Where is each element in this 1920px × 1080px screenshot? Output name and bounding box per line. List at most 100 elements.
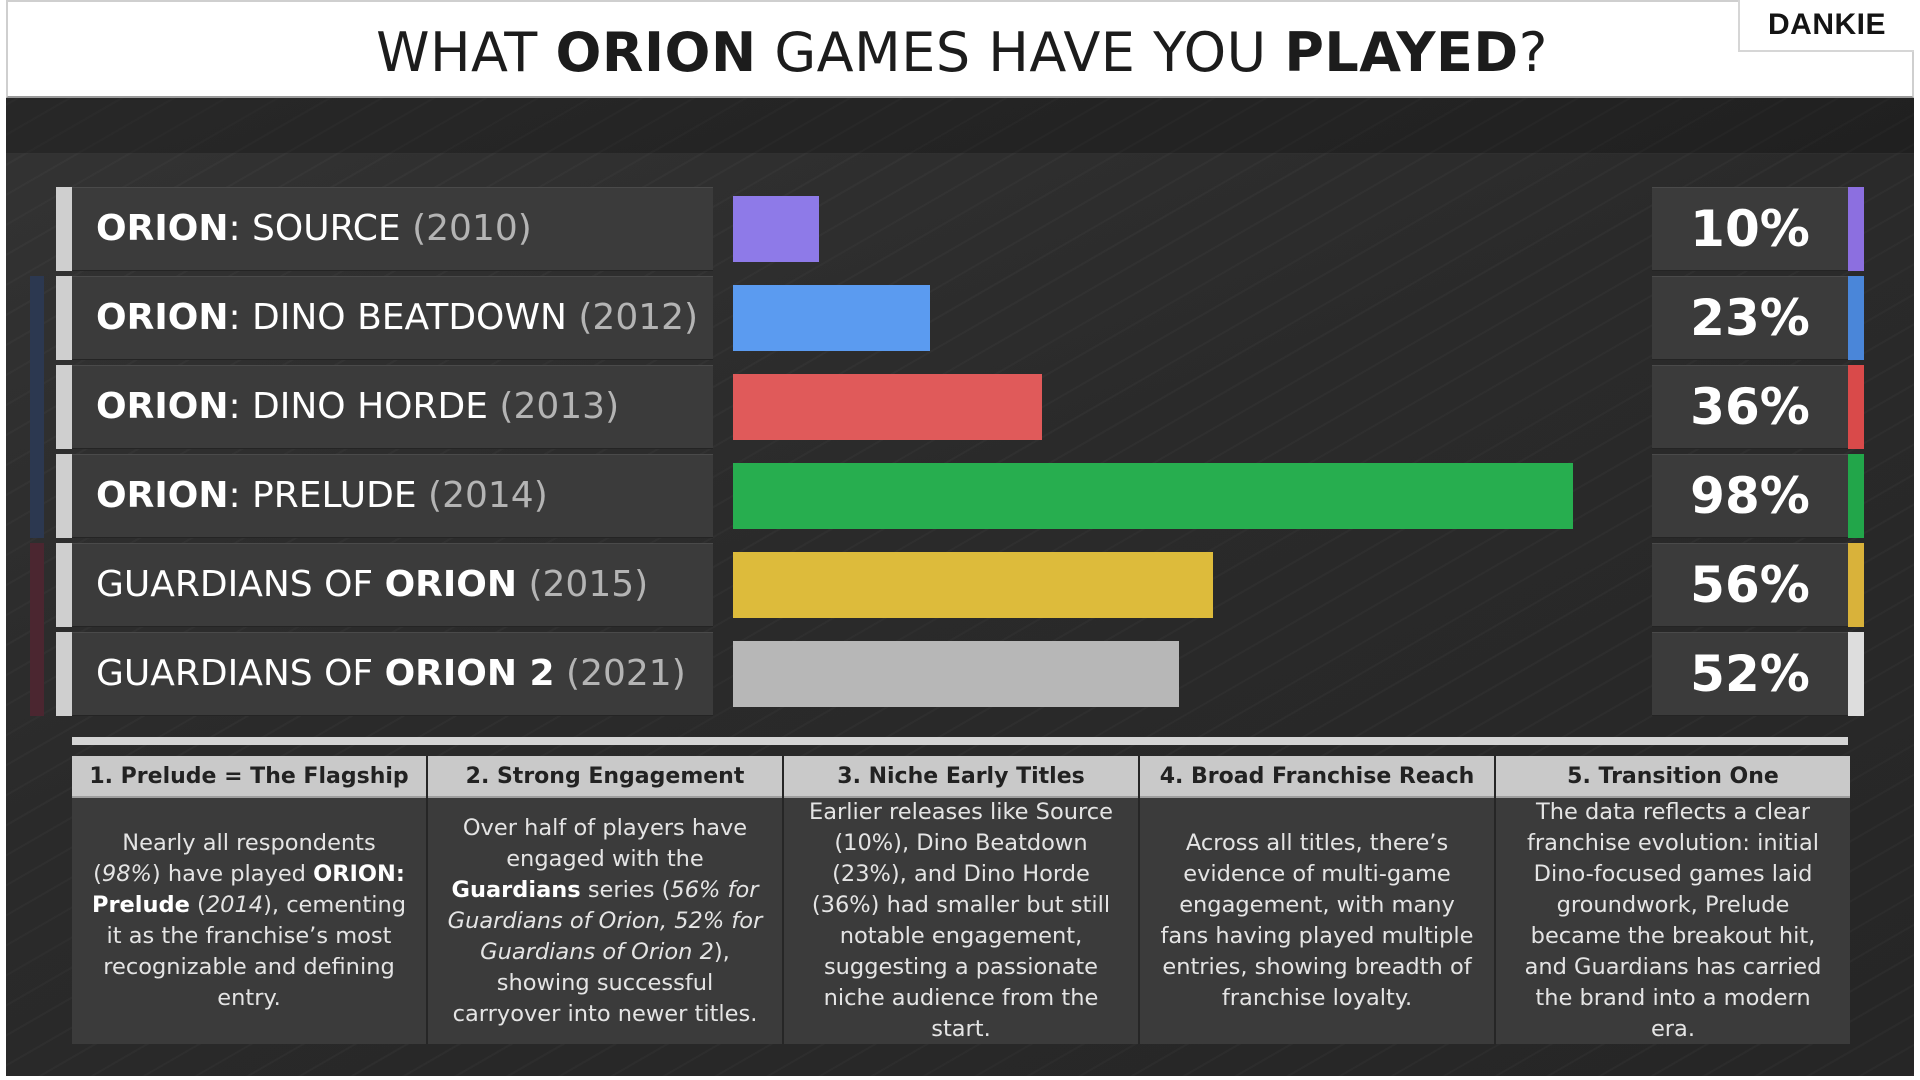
category-label: GUARDIANS OF ORION (2015) [96, 543, 648, 627]
insight-separator [426, 756, 428, 1044]
insight-text-part: ORION: Prelude [91, 861, 405, 918]
category-label: ORION: DINO HORDE (2013) [96, 365, 619, 449]
insight-body: The data reflects a clear franchise evol… [1496, 798, 1850, 1044]
bar-5 [733, 552, 1213, 618]
row-label-box [56, 454, 713, 538]
insight-title: 3. Niche Early Titles [784, 756, 1138, 798]
bar-1 [733, 196, 819, 262]
value-accent [1848, 365, 1864, 449]
value-label: 10% [1690, 200, 1810, 258]
value-label: 23% [1690, 289, 1810, 347]
category-label-part: GUARDIANS OF [96, 564, 385, 605]
insight-card: 5. Transition One The data reflects a cle… [1496, 756, 1850, 1044]
insight-text-part: series ( [580, 876, 671, 903]
insight-text-part: ), cementing it as the franchise’s most … [103, 892, 407, 1011]
value-box [1652, 276, 1848, 360]
insight-text-part: Earlier releases like Source (10%), Dino… [809, 799, 1113, 1042]
insight-title: 1. Prelude = The Flagship [72, 756, 426, 798]
category-label-part: (2015) [517, 564, 649, 605]
insight-title: 5. Transition One [1496, 756, 1850, 798]
value-box [1652, 543, 1848, 627]
category-label-part: GUARDIANS OF [96, 653, 385, 694]
insight-body: Across all titles, there’s evidence of m… [1140, 798, 1494, 1044]
insight-text: Across all titles, there’s evidence of m… [1154, 828, 1480, 1014]
insight-text-part: ) have played [151, 861, 314, 887]
row-accent [56, 365, 72, 449]
insight-text: The data reflects a clear franchise evol… [1510, 797, 1836, 1045]
value-accent [1848, 543, 1864, 627]
row-label-box [56, 632, 713, 716]
insight-text-part: ( [189, 892, 206, 918]
row-label-box [56, 276, 713, 360]
insight-text: Earlier releases like Source (10%), Dino… [798, 797, 1124, 1045]
category-label: ORION: PRELUDE (2014) [96, 454, 548, 538]
row-accent [56, 276, 72, 360]
insight-body: Over half of players have engaged with t… [428, 798, 782, 1044]
group-bar-guardians [30, 543, 44, 716]
title-part: GAMES HAVE YOU [756, 21, 1285, 84]
title-part: ORION [555, 21, 757, 84]
insight-separator [1138, 756, 1140, 1044]
category-label-part: : SOURCE [228, 208, 413, 249]
title-part: ? [1518, 21, 1548, 84]
header: WHAT ORION GAMES HAVE YOU PLAYED? [6, 0, 1914, 98]
insight-text: Nearly all respondents (98%) have played… [86, 828, 412, 1014]
bar-2 [733, 285, 930, 351]
insight-title: 4. Broad Franchise Reach [1140, 756, 1494, 798]
category-label-part: (2021) [554, 653, 686, 694]
brand-logo: DANKIE [1738, 0, 1914, 52]
row-accent [56, 543, 72, 627]
value-accent [1848, 276, 1864, 360]
row-accent [56, 632, 72, 716]
value-box [1652, 454, 1848, 538]
insight-body: Earlier releases like Source (10%), Dino… [784, 798, 1138, 1044]
insight-text-part: ), showing successful carryover into new… [452, 938, 758, 1027]
insight-text-part: 56% for Guardians of Orion, 52% for Guar… [447, 876, 763, 965]
category-label-part: : DINO BEATDOWN [228, 297, 579, 338]
category-label: GUARDIANS OF ORION 2 (2021) [96, 632, 686, 716]
category-label-part: ORION [384, 564, 518, 605]
insight-text-part: Across all titles, there’s evidence of m… [1160, 830, 1474, 1011]
category-label-part: ORION 2 [384, 653, 555, 694]
insight-text-part: Guardians [451, 876, 581, 903]
category-label-part: (2013) [499, 386, 620, 427]
value-label: 56% [1690, 556, 1810, 614]
insight-text-part: 98% [101, 861, 152, 887]
category-label-part: (2014) [428, 475, 548, 516]
category-label-part: ORION [96, 386, 229, 427]
insight-separator [782, 756, 784, 1044]
value-accent [1848, 454, 1864, 538]
insight-body: Nearly all respondents (98%) have played… [72, 798, 426, 1044]
insight-text-part: Over half of players have engaged with t… [462, 814, 748, 872]
insight-text-part: Nearly all respondents ( [93, 830, 376, 887]
row-label-box [56, 543, 713, 627]
value-accent [1848, 187, 1864, 271]
value-box [1652, 187, 1848, 271]
row-accent [56, 187, 72, 271]
chart-title: WHAT ORION GAMES HAVE YOU PLAYED? [8, 20, 1916, 86]
value-label: 36% [1690, 378, 1810, 436]
value-label: 52% [1690, 645, 1810, 703]
category-label-part: ORION [96, 475, 229, 516]
category-label: ORION: SOURCE (2010) [96, 187, 532, 271]
bar-6 [733, 641, 1179, 707]
insight-title: 2. Strong Engagement [428, 756, 782, 798]
bar-4 [733, 463, 1573, 529]
value-accent [1848, 632, 1864, 716]
row-label-box [56, 187, 713, 271]
insight-card: 1. Prelude = The Flagship Nearly all resp… [72, 756, 426, 1044]
bar-3 [733, 374, 1042, 440]
insight-card: 4. Broad Franchise Reach Across all title… [1140, 756, 1494, 1044]
category-label-part: ORION [96, 297, 229, 338]
title-part: PLAYED [1284, 21, 1519, 84]
row-accent [56, 454, 72, 538]
insight-separator [1494, 756, 1496, 1044]
category-label-part: ORION [96, 208, 229, 249]
insight-card: 3. Niche Early Titles Earlier releases li… [784, 756, 1138, 1044]
category-label-part: : DINO HORDE [228, 386, 500, 427]
insight-text-part: The data reflects a clear franchise evol… [1524, 799, 1822, 1042]
insight-card: 2. Strong Engagement Over half of players… [428, 756, 782, 1044]
value-box [1652, 632, 1848, 716]
insight-text-part: 2014 [205, 892, 264, 918]
